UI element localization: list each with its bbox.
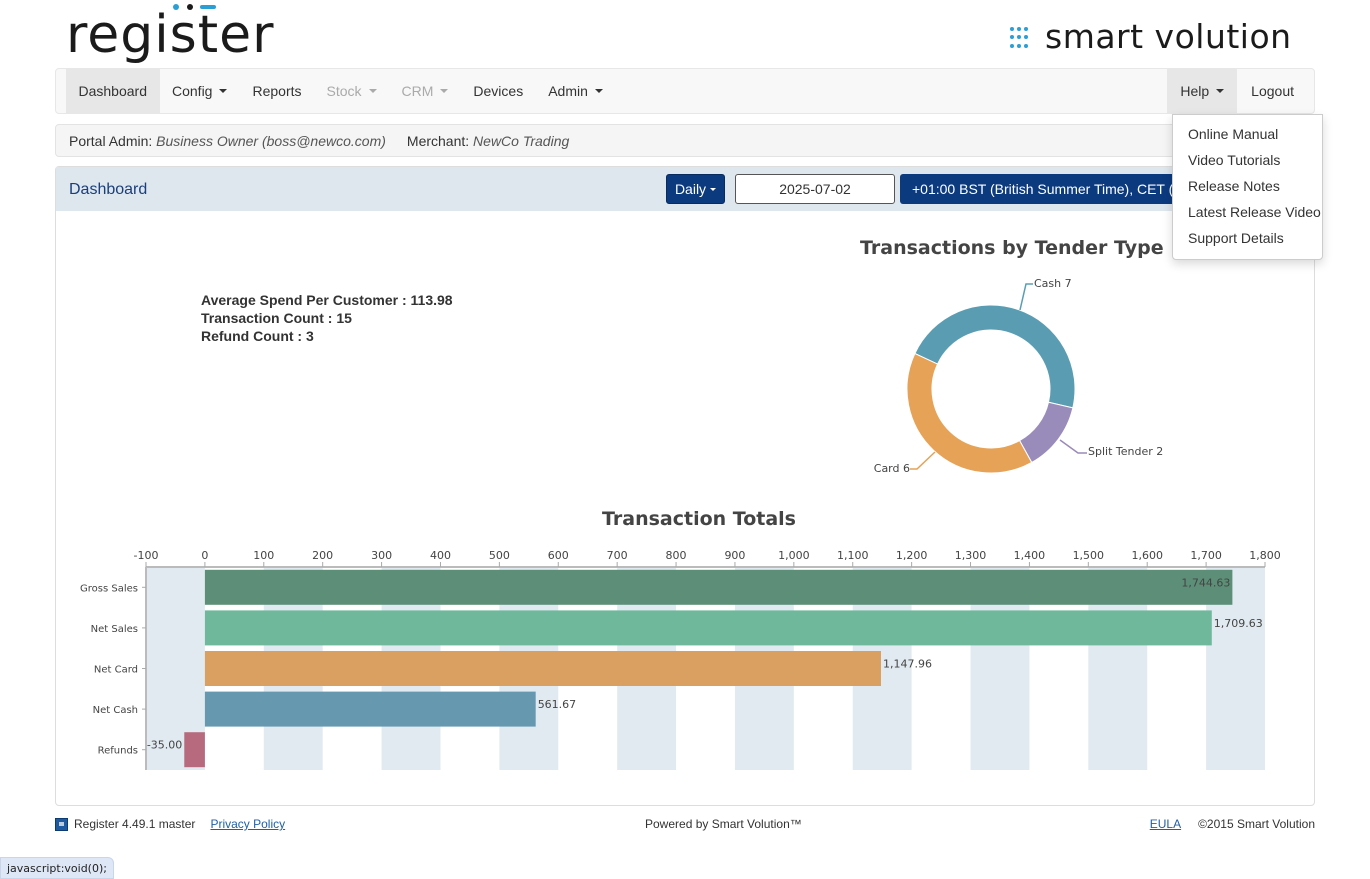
merchant-value: NewCo Trading — [473, 132, 570, 149]
nav-crm-label: CRM — [401, 83, 434, 99]
average-spend: Average Spend Per Customer : 113.98 — [201, 292, 453, 308]
nav-reports[interactable]: Reports — [240, 69, 314, 113]
portal-admin-value: Business Owner (boss@newco.com) — [156, 132, 386, 149]
register-app-icon — [55, 817, 68, 831]
transaction-count: Transaction Count : 15 — [201, 310, 352, 326]
nav-right: Help Logout — [1167, 69, 1314, 113]
powered-by: Powered by Smart Volution™ — [645, 817, 802, 831]
panel-title: Dashboard — [69, 181, 148, 198]
nav-stock-label: Stock — [326, 83, 362, 99]
nav-left: Dashboard Config Reports Stock CRM Devices Adm… — [66, 69, 615, 113]
nav-admin[interactable]: Admin — [536, 69, 616, 113]
caret-down-icon — [594, 89, 603, 93]
nav-dashboard[interactable]: Dashboard — [66, 69, 160, 113]
main-navbar: Dashboard Config Reports Stock CRM Devices Adm… — [55, 68, 1315, 114]
svg-text:register: register — [66, 5, 275, 65]
period-label: Daily — [674, 181, 707, 197]
dashboard-panel: Dashboard Daily +01:00 BST (British Summ… — [55, 166, 1315, 806]
nav-logout-label: Logout — [1251, 83, 1294, 99]
caret-down-icon — [219, 89, 228, 93]
eula-link[interactable]: EULA — [1149, 817, 1182, 831]
footer: Register 4.49.1 master Privacy Policy Po… — [55, 815, 1315, 833]
copyright: ©2015 Smart Volution — [1198, 817, 1315, 831]
help-menu-item-online-manual[interactable]: Online Manual — [1188, 126, 1279, 142]
summary-stats: Average Spend Per Customer : 113.98 Tran… — [201, 291, 453, 345]
merchant-label: Merchant: — [406, 132, 470, 149]
user-info-bar: Portal Admin: Business Owner (boss@newco… — [55, 124, 1315, 157]
portal-admin-label: Portal Admin: — [69, 132, 153, 149]
nav-config-label: Config — [172, 83, 213, 99]
company-logo-text: smart volution — [1045, 16, 1292, 56]
nav-reports-label: Reports — [252, 83, 302, 99]
panel-header: Dashboard Daily +01:00 BST (British Summ… — [56, 167, 1314, 211]
refund-count: Refund Count : 3 — [201, 328, 314, 344]
caret-down-icon — [710, 187, 717, 191]
smart-volution-logo: smart volution — [1010, 16, 1315, 56]
caret-down-icon — [1216, 89, 1225, 93]
footer-app-name: Register — [74, 817, 119, 831]
nav-dashboard-label: Dashboard — [78, 83, 148, 99]
nav-devices[interactable]: Devices — [461, 69, 536, 113]
period-dropdown-button[interactable]: Daily — [666, 174, 725, 204]
nav-admin-label: Admin — [548, 83, 588, 99]
privacy-policy-link[interactable]: Privacy Policy — [210, 817, 286, 831]
timezone-label: +01:00 BST (British Summer Time), CET (C… — [912, 181, 1190, 197]
nav-help[interactable]: Help — [1167, 69, 1238, 113]
caret-down-icon — [440, 89, 449, 93]
nav-logout[interactable]: Logout — [1237, 69, 1314, 113]
footer-branch: master — [158, 817, 196, 831]
dots-icon — [1010, 27, 1032, 49]
footer-version: 4.49.1 — [122, 817, 156, 831]
browser-status-url: javascript:void(0); — [0, 857, 114, 879]
help-dropdown-menu: Online Manual Video Tutorials Release Note… — [1172, 114, 1323, 260]
nav-config[interactable]: Config — [160, 69, 240, 113]
nav-stock: Stock — [314, 69, 389, 113]
nav-devices-label: Devices — [473, 83, 524, 99]
help-menu-item-release-notes[interactable]: Release Notes — [1188, 178, 1280, 194]
help-menu-item-support-details[interactable]: Support Details — [1188, 230, 1284, 246]
nav-crm: CRM — [389, 69, 461, 113]
register-logo: register — [66, 0, 306, 66]
help-menu-item-video-tutorials[interactable]: Video Tutorials — [1188, 152, 1281, 168]
nav-help-label: Help — [1180, 83, 1210, 99]
date-input[interactable] — [735, 174, 895, 204]
caret-down-icon — [368, 89, 377, 93]
timezone-button[interactable]: +01:00 BST (British Summer Time), CET (C… — [900, 174, 1190, 204]
pie-chart-title: Transactions by Tender Type — [860, 237, 1164, 259]
help-menu-item-latest-release-video[interactable]: Latest Release Video — [1188, 204, 1321, 220]
bar-chart-title: Transaction Totals — [602, 508, 796, 530]
